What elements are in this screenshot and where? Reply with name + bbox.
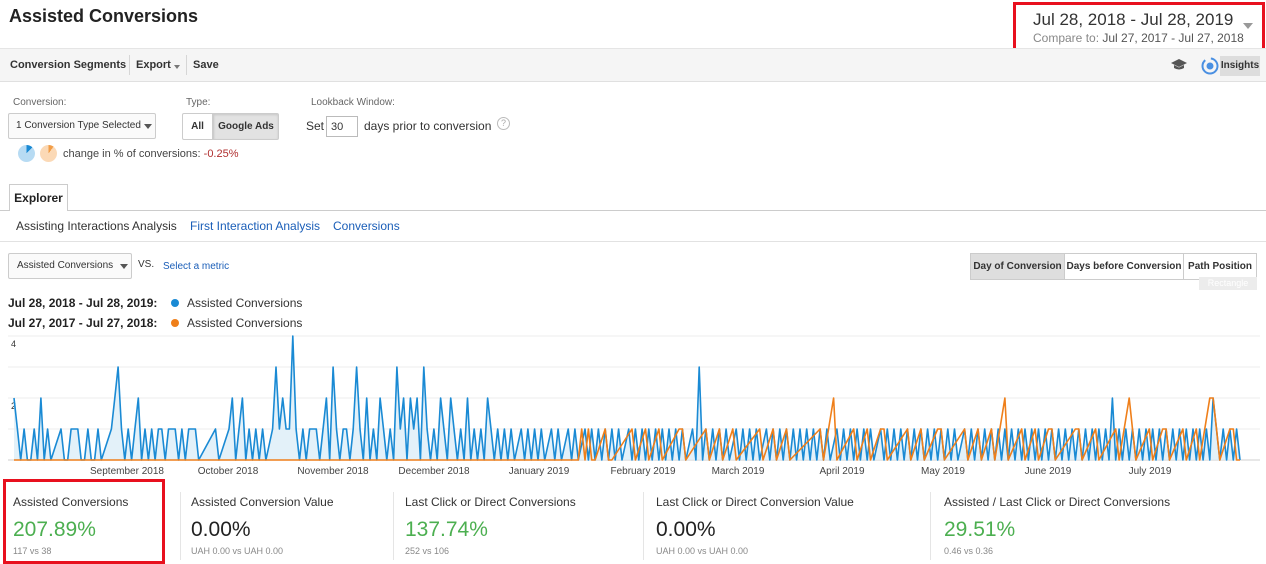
- legend-dot-previous: [171, 319, 179, 327]
- scorecard-title: Last Click or Direct Conversions: [405, 495, 576, 509]
- compare-range-value: Jul 27, 2017 - Jul 27, 2018: [1102, 31, 1244, 45]
- chevron-down-icon: [120, 264, 128, 269]
- x-tick-label: November 2018: [297, 466, 369, 477]
- card-divider: [643, 492, 644, 560]
- type-google-ads-button[interactable]: Google Ads: [213, 113, 279, 140]
- x-tick-label: February 2019: [610, 466, 675, 477]
- conversion-type-select[interactable]: 1 Conversion Type Selected: [8, 113, 156, 139]
- scorecard-value: 207.89%: [13, 518, 96, 541]
- compare-prefix: Compare to:: [1033, 31, 1100, 45]
- conversion-type-value: 1 Conversion Type Selected: [16, 120, 141, 131]
- x-tick-label: October 2018: [198, 466, 259, 477]
- legend-dot-current: [171, 299, 179, 307]
- legend-series-previous: Assisted Conversions: [187, 316, 303, 330]
- view-path-position[interactable]: Path Position: [1183, 253, 1257, 280]
- scorecard-value: 0.00%: [191, 518, 251, 541]
- tab-divider: [0, 210, 1266, 211]
- scorecard-title: Last Click or Direct Conversion Value: [656, 495, 854, 509]
- series-line-current: [13, 335, 1241, 461]
- scorecard-title: Assisted Conversions: [13, 495, 129, 509]
- legend-series-current: Assisted Conversions: [187, 296, 303, 310]
- insights-icon[interactable]: [1201, 57, 1219, 75]
- scorecard-sub: UAH 0.00 vs UAH 0.00: [191, 546, 284, 556]
- date-range-picker[interactable]: Jul 28, 2018 - Jul 28, 2019: [1033, 10, 1234, 29]
- graduation-cap-icon[interactable]: [1171, 59, 1187, 71]
- type-label: Type:: [186, 97, 211, 108]
- card-divider: [180, 492, 181, 560]
- card-divider: [930, 492, 931, 560]
- scorecard-sub: UAH 0.00 vs UAH 0.00: [656, 546, 749, 556]
- export-button[interactable]: Export: [136, 59, 171, 71]
- compare-range[interactable]: Compare to: Jul 27, 2017 - Jul 27, 2018: [1033, 31, 1244, 45]
- vs-label: VS.: [138, 259, 155, 270]
- scorecard-title: Assisted / Last Click or Direct Conversi…: [944, 495, 1171, 509]
- lookback-set-label: Set: [306, 119, 325, 133]
- x-tick-label: December 2018: [398, 466, 470, 477]
- conversion-segments-button[interactable]: Conversion Segments: [10, 59, 127, 71]
- page-title: Assisted Conversions: [9, 6, 199, 26]
- lookback-days-input[interactable]: [326, 116, 358, 137]
- pie-chart-icon: [40, 145, 57, 162]
- series-line-previous: [14, 397, 1240, 461]
- x-tick-label: January 2019: [509, 466, 570, 477]
- y-tick-label: 4: [11, 339, 16, 349]
- toolbar: [0, 48, 1266, 82]
- chevron-down-icon[interactable]: [1243, 23, 1253, 29]
- x-tick-label: June 2019: [1025, 466, 1072, 477]
- y-tick-label: 2: [11, 401, 16, 411]
- change-in-conversions: change in % of conversions: -0.25%: [63, 148, 239, 160]
- subtab-assisting-interactions[interactable]: Assisting Interactions Analysis: [16, 219, 177, 233]
- primary-metric-select[interactable]: Assisted Conversions: [8, 253, 132, 279]
- rectangle-label: Rectangle: [1199, 277, 1257, 290]
- scorecard-sub: 252 vs 106: [405, 546, 450, 556]
- subtab-divider: [0, 241, 1266, 242]
- x-tick-label: April 2019: [819, 466, 864, 477]
- toolbar-divider: [186, 55, 187, 75]
- primary-metric-value: Assisted Conversions: [17, 260, 114, 271]
- pie-chart-icon: [18, 145, 35, 162]
- assisted-conversions-chart[interactable]: 4 2 September 2018 October 2018 November 201…: [0, 334, 1266, 477]
- tab-explorer[interactable]: Explorer: [9, 184, 68, 211]
- change-label: change in % of conversions:: [63, 148, 201, 160]
- view-day-of-conversion[interactable]: Day of Conversion: [970, 253, 1065, 280]
- subtab-first-interaction[interactable]: First Interaction Analysis: [190, 219, 321, 233]
- subtab-conversions[interactable]: Conversions: [333, 219, 400, 233]
- x-tick-label: March 2019: [712, 466, 765, 477]
- scorecard-value: 137.74%: [405, 518, 488, 541]
- export-caret-icon: [174, 65, 180, 69]
- scorecard-sub: 117 vs 38: [13, 546, 52, 556]
- card-divider: [393, 492, 394, 560]
- conversion-label: Conversion:: [13, 97, 67, 108]
- scorecard-value: 29.51%: [944, 518, 1016, 541]
- legend-previous-range: Jul 27, 2017 - Jul 27, 2018:: [8, 316, 158, 330]
- x-tick-label: May 2019: [921, 466, 965, 477]
- scorecard-value: 0.00%: [656, 518, 716, 541]
- x-tick-label: September 2018: [90, 466, 164, 477]
- x-tick-label: July 2019: [1129, 466, 1172, 477]
- insights-button[interactable]: Insights: [1220, 56, 1260, 76]
- select-metric-link[interactable]: Select a metric: [163, 261, 230, 272]
- change-value: -0.25%: [203, 148, 239, 160]
- save-button[interactable]: Save: [193, 59, 219, 71]
- view-days-before-conversion[interactable]: Days before Conversion: [1064, 253, 1184, 280]
- scorecard-title: Assisted Conversion Value: [191, 495, 334, 509]
- type-all-button[interactable]: All: [182, 113, 213, 140]
- toolbar-divider: [129, 55, 130, 75]
- legend-current-range: Jul 28, 2018 - Jul 28, 2019:: [8, 296, 158, 310]
- help-icon[interactable]: ?: [497, 117, 510, 130]
- scorecard-sub: 0.46 vs 0.36: [944, 546, 994, 556]
- lookback-label: Lookback Window:: [311, 97, 395, 108]
- lookback-suffix: days prior to conversion: [364, 119, 492, 133]
- scorecard-highlight: [3, 479, 165, 564]
- chevron-down-icon: [144, 124, 152, 129]
